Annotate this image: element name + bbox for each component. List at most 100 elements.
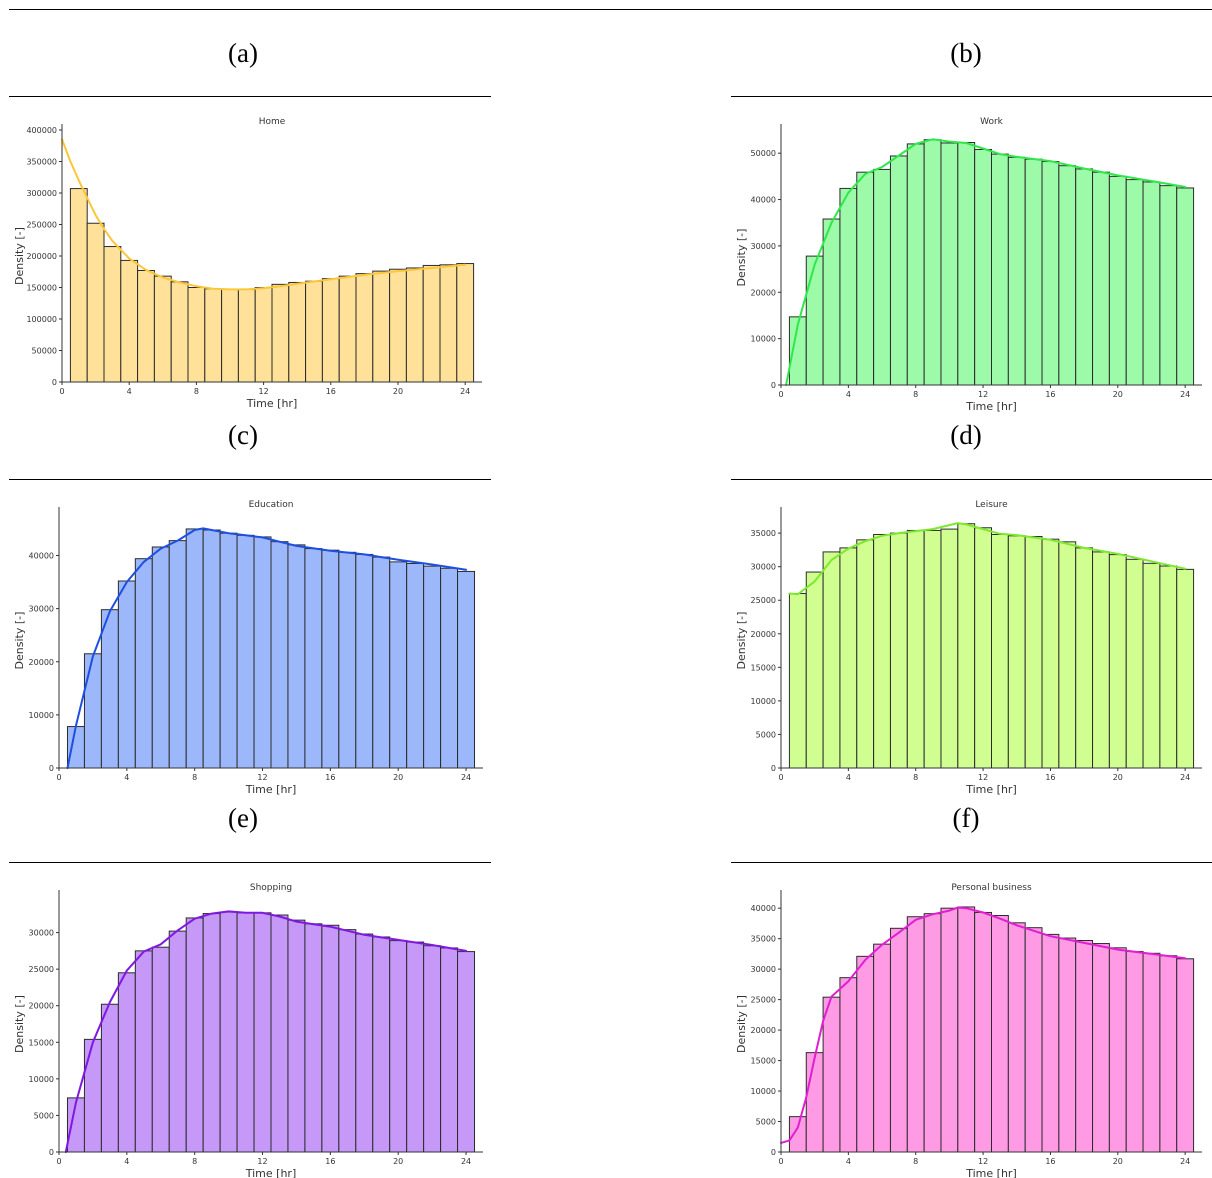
y-tick-label: 50000 — [751, 149, 776, 158]
histogram-bar — [906, 529, 925, 769]
chart-title: Home — [259, 117, 286, 127]
histogram-bar — [134, 950, 153, 1153]
histogram-bar — [1159, 955, 1178, 1153]
histogram-bar — [1041, 161, 1060, 386]
histogram-bar — [873, 533, 891, 769]
histogram-bar — [940, 907, 959, 1153]
histogram-bar — [187, 287, 206, 383]
x-axis-label: Time [hr] — [965, 1167, 1017, 1178]
x-tick-label: 8 — [913, 1157, 918, 1166]
histogram-bar — [237, 288, 256, 383]
histogram-bar — [86, 222, 105, 383]
kde-curve — [788, 522, 1187, 596]
histogram-bar — [151, 546, 170, 769]
histogram-bar — [1125, 950, 1144, 1153]
histogram-bar — [1108, 947, 1127, 1153]
y-tick-label: 200000 — [26, 252, 57, 261]
histogram-bar — [788, 593, 807, 769]
histogram-bar — [822, 218, 841, 386]
caption-e: (e) — [228, 803, 258, 833]
y-axis-label: Density [-] — [13, 995, 26, 1053]
y-tick-label: 25000 — [29, 965, 54, 974]
y-tick-label: 30000 — [29, 605, 54, 614]
x-tick-label: 24 — [460, 387, 470, 396]
caption-a: (a) — [228, 38, 258, 68]
histogram-bar — [991, 153, 1009, 386]
histogram-bar — [1159, 185, 1178, 386]
y-tick-label: 0 — [49, 764, 54, 773]
y-tick-label: 250000 — [26, 221, 57, 230]
y-axis-label: Density [-] — [735, 612, 748, 670]
x-tick-label: 8 — [194, 387, 199, 396]
histogram-bar — [1092, 551, 1110, 769]
histogram-bar — [151, 946, 170, 1153]
histogram-bar — [236, 534, 255, 769]
histogram-bar — [456, 263, 475, 383]
histogram-bar — [1041, 538, 1060, 769]
y-tick-label: 30000 — [751, 563, 776, 572]
histogram-bar — [856, 539, 875, 769]
histogram-bar — [1075, 939, 1094, 1153]
histogram-bar — [120, 259, 139, 383]
x-tick-label: 4 — [846, 1157, 851, 1166]
histogram-bar — [389, 940, 408, 1153]
kde-curve — [64, 910, 467, 1153]
rule-d — [731, 479, 1212, 480]
histogram-bar — [372, 270, 391, 383]
histogram-bar — [923, 139, 942, 386]
histogram-bar — [405, 267, 424, 383]
x-tick-label: 24 — [461, 1157, 471, 1166]
x-tick-label: 24 — [1180, 1157, 1190, 1166]
histogram-bar — [271, 283, 290, 383]
x-tick-label: 8 — [913, 390, 918, 399]
histogram-bar — [923, 529, 942, 769]
histogram-bar — [1041, 933, 1060, 1153]
histogram-bar — [957, 142, 976, 386]
y-axis-label: Density [-] — [735, 229, 748, 287]
x-tick-label: 20 — [1113, 1157, 1123, 1166]
histogram-bar — [1024, 158, 1043, 386]
histogram-bar — [1142, 952, 1161, 1153]
x-tick-label: 12 — [978, 1157, 988, 1166]
histogram-bar — [423, 565, 442, 769]
histogram-bar — [389, 268, 407, 383]
histogram-bar — [202, 529, 221, 769]
kde-curve — [785, 138, 1187, 386]
y-axis-label: Density [-] — [13, 227, 26, 285]
histogram-bar — [137, 269, 155, 383]
y-tick-label: 10000 — [751, 697, 776, 706]
histogram-bar — [1007, 156, 1026, 386]
histogram-bar — [457, 570, 476, 769]
y-tick-label: 35000 — [751, 935, 776, 944]
histogram-bar — [153, 275, 172, 383]
histogram-bar — [805, 255, 824, 386]
top-rule — [9, 9, 1212, 10]
y-tick-label: 20000 — [29, 1002, 54, 1011]
histogram-bar — [974, 148, 993, 386]
histogram-bar — [1058, 541, 1077, 769]
histogram-bar — [923, 913, 942, 1153]
caption-d: (d) — [950, 420, 982, 450]
histogram-bar — [974, 911, 993, 1153]
chart-title: Personal business — [951, 883, 1032, 893]
histogram-bar — [389, 561, 408, 769]
y-axis-label: Density [-] — [13, 612, 26, 670]
histogram-bar — [406, 562, 425, 769]
histogram-bar — [185, 917, 204, 1153]
x-tick-label: 20 — [1113, 773, 1123, 782]
y-tick-label: 10000 — [751, 335, 776, 344]
histogram-bar — [355, 553, 374, 769]
chart-title: Education — [249, 500, 294, 510]
x-tick-label: 8 — [192, 773, 197, 782]
histogram-bar — [1159, 565, 1178, 769]
chart-work: 0 4 8 12 16 20 24 0 10000 20000 30000 40000 50000 Wor… — [735, 117, 1202, 413]
x-tick-label: 8 — [192, 1157, 197, 1166]
histogram-bar — [253, 536, 272, 769]
chart-title: Leisure — [975, 500, 1008, 510]
histogram-bar — [440, 947, 459, 1153]
histogram-bar — [103, 246, 122, 383]
x-tick-label: 12 — [259, 387, 269, 396]
histogram-bar — [254, 287, 273, 383]
x-tick-label: 20 — [393, 1157, 403, 1166]
histogram-bar — [957, 523, 976, 769]
